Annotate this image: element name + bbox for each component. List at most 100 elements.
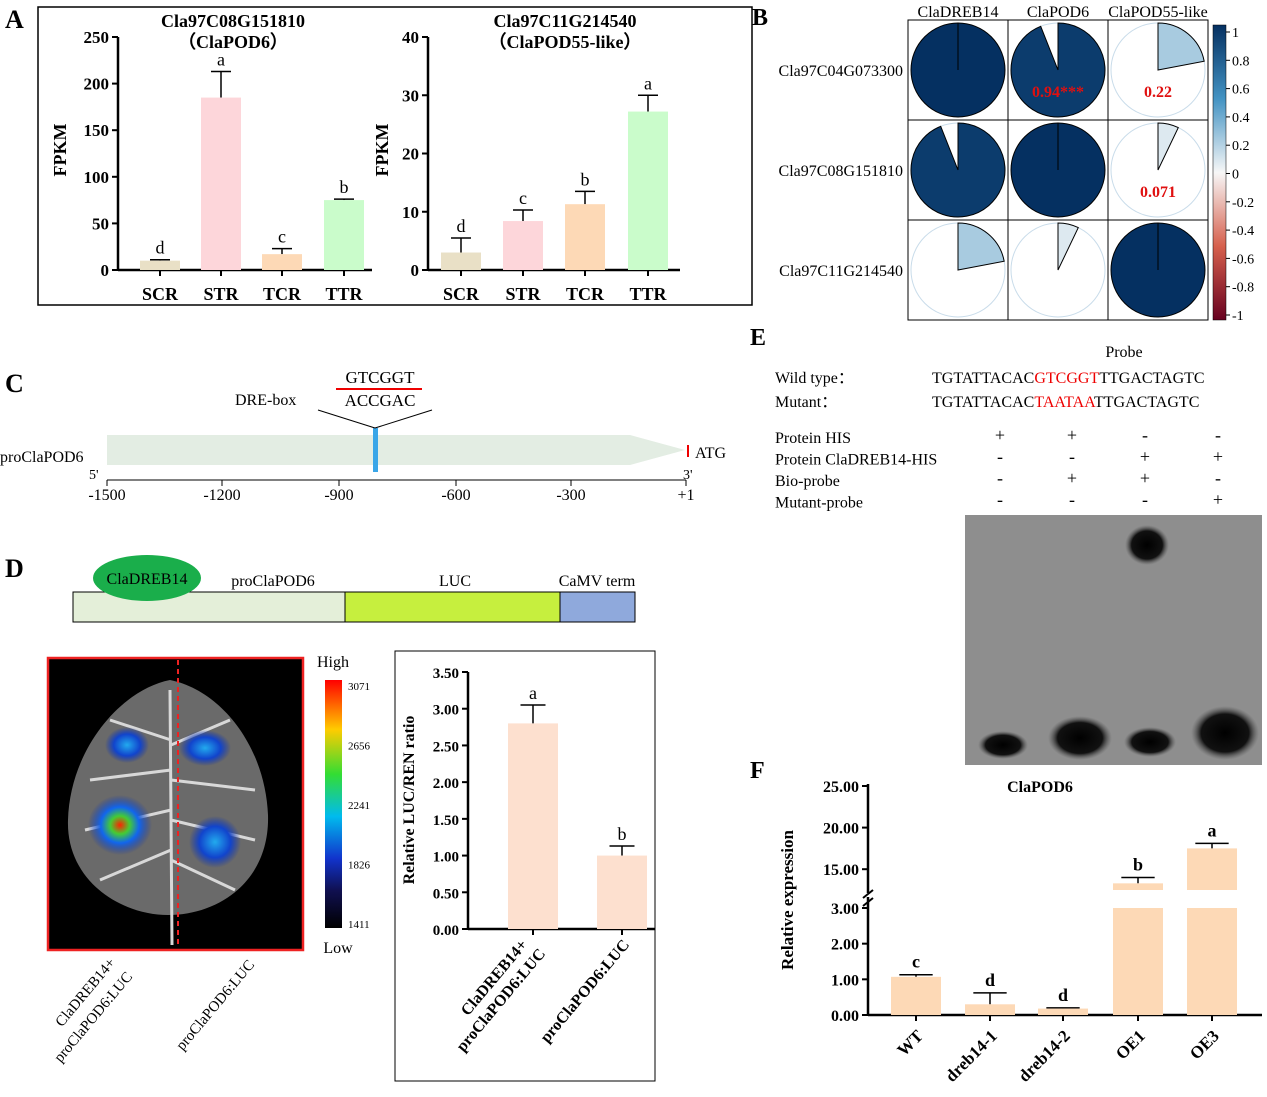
panel-label-e: E: [750, 325, 766, 351]
y-tick-label: 0.50: [433, 886, 459, 902]
leaf-label-right: proClaPOD6:LUC: [173, 957, 258, 1053]
row-label: Cla97C08G151810: [779, 163, 903, 180]
significance-letter: c: [912, 952, 920, 972]
x-tick-label: TCR: [263, 284, 302, 304]
colorbar-tick-label: 1: [1232, 26, 1239, 41]
pie: [1157, 22, 1205, 71]
significance-letter: d: [156, 238, 165, 258]
dre-box-marker: [373, 428, 378, 472]
x-tick-label: OE3: [1186, 1026, 1223, 1063]
significance-letter: a: [217, 49, 225, 69]
x-tick-label: WT: [893, 1026, 927, 1060]
condition-mark: -: [1142, 490, 1148, 510]
condition-mark: -: [1215, 468, 1221, 488]
promoter-label: proClaPOD6: [0, 449, 84, 466]
y-tick-label: 150: [84, 121, 110, 140]
promoter-diagram: GTCGGT ACCGAC DRE-box proClaPOD6 ATG 5' …: [0, 368, 727, 504]
x-tick-label: OE1: [1112, 1026, 1149, 1063]
colorbar-tick-label: 0.6: [1232, 83, 1250, 98]
bar: [441, 252, 481, 270]
panel-label-c: C: [5, 369, 24, 398]
intensity-colorbar: [325, 680, 342, 928]
dre-box-label: DRE-box: [235, 392, 296, 409]
condition-mark: -: [997, 447, 1003, 467]
x-tick-label: SCR: [443, 284, 480, 304]
colorbar-tick-label: 3071: [348, 681, 370, 693]
condition-label: Protein HIS: [775, 430, 851, 447]
correlation-value: 0.22: [1144, 84, 1172, 101]
shifted-band: [1125, 525, 1169, 565]
significance-letter: b: [581, 169, 590, 189]
chart-title: Cla97C08G151810: [161, 11, 305, 31]
chart-title: ClaPOD6: [1007, 779, 1073, 796]
column-label: ClaPOD55-like: [1108, 4, 1208, 21]
five-prime-label: 5': [89, 468, 99, 483]
colorbar-low: Low: [323, 940, 353, 957]
mutant-sequence: TGTATTACACTAATAATTGACTAGTC: [932, 394, 1199, 411]
chart-subtitle: （ClaPOD55-like）: [489, 32, 642, 52]
promoter-segment: [72, 591, 346, 623]
y-tick-label: 20: [402, 145, 419, 164]
y-tick-label: 30: [402, 86, 419, 105]
y-tick-label: 15.00: [823, 862, 859, 879]
colorbar-tick-label: 2241: [348, 800, 370, 812]
y-axis-label: FPKM: [372, 124, 392, 177]
significance-letter: c: [278, 227, 286, 247]
y-tick-label: 250: [84, 28, 110, 47]
callout-line: [317, 409, 376, 429]
chart-a1: 0 50 100 150 200 250 d a c b SCR STR TCR TTR Cla97C08G…: [50, 11, 372, 304]
bar: [628, 111, 668, 270]
colorbar-tick-label: 0.2: [1232, 139, 1250, 154]
colorbar-tick-label: -0.6: [1232, 252, 1254, 267]
y-tick-label: 3.50: [433, 666, 459, 682]
bar: [503, 221, 543, 270]
y-tick-label: 1.00: [433, 850, 459, 866]
x-tick-label: TCR: [566, 284, 605, 304]
y-tick-label: 0.00: [433, 923, 459, 939]
terminator-segment: [559, 591, 636, 623]
bar: [508, 723, 558, 929]
condition-mark: -: [1215, 425, 1221, 445]
axis-break: [862, 897, 874, 907]
bar: [324, 200, 364, 270]
bar-lower: [1187, 908, 1237, 1015]
significance-letter: a: [1208, 820, 1217, 840]
position-label: -1200: [203, 487, 240, 504]
condition-mark: +: [1067, 468, 1077, 488]
x-tick-label: SCR: [142, 284, 179, 304]
position-label: -300: [556, 487, 585, 504]
bar: [891, 976, 941, 1015]
pie: [910, 122, 1006, 218]
x-tick-label: dreb14-2: [1015, 1026, 1074, 1085]
tf-label: ClaDREB14: [107, 571, 188, 588]
bar-upper: [1113, 883, 1163, 890]
chart-subtitle: （ClaPOD6）: [178, 32, 288, 52]
promoter-arrow: [107, 435, 685, 465]
colorbar-high: High: [317, 654, 349, 671]
y-tick-label: 40: [402, 28, 419, 47]
panel-label-d: D: [5, 554, 24, 583]
emsa-panel: Probe Wild type： TGTATTACACGTCGGTTTGACTA…: [775, 344, 1262, 765]
panel-d-chart-frame: [394, 650, 656, 1082]
y-tick-label: 0: [101, 261, 110, 280]
chart-d: 0.000.501.001.502.002.503.003.50abClaDRE…: [401, 666, 655, 1055]
significance-letter: c: [519, 188, 527, 208]
bar: [965, 1004, 1015, 1015]
colorbar-tick-label: -0.4: [1232, 224, 1254, 239]
row-label: Cla97C11G214540: [779, 263, 903, 280]
pie: [957, 222, 1005, 271]
position-label: -600: [441, 487, 470, 504]
y-tick-label: 2.00: [433, 776, 459, 792]
chart-a2: 0 10 20 30 40 d c b a SCR STR TCR TTR Cla97C11G214540…: [372, 11, 680, 304]
matrix-cell: [1107, 219, 1209, 321]
x-tick-label: STR: [203, 284, 239, 304]
condition-mark: +: [1213, 490, 1223, 510]
atg-label: ATG: [695, 445, 727, 462]
y-tick-label: 0: [411, 261, 420, 280]
y-tick-label: 50: [92, 214, 109, 233]
position-label: -900: [324, 487, 353, 504]
y-tick-label: 3.00: [433, 703, 459, 719]
x-tick-label: TTR: [629, 284, 667, 304]
significance-letter: d: [1058, 985, 1068, 1005]
